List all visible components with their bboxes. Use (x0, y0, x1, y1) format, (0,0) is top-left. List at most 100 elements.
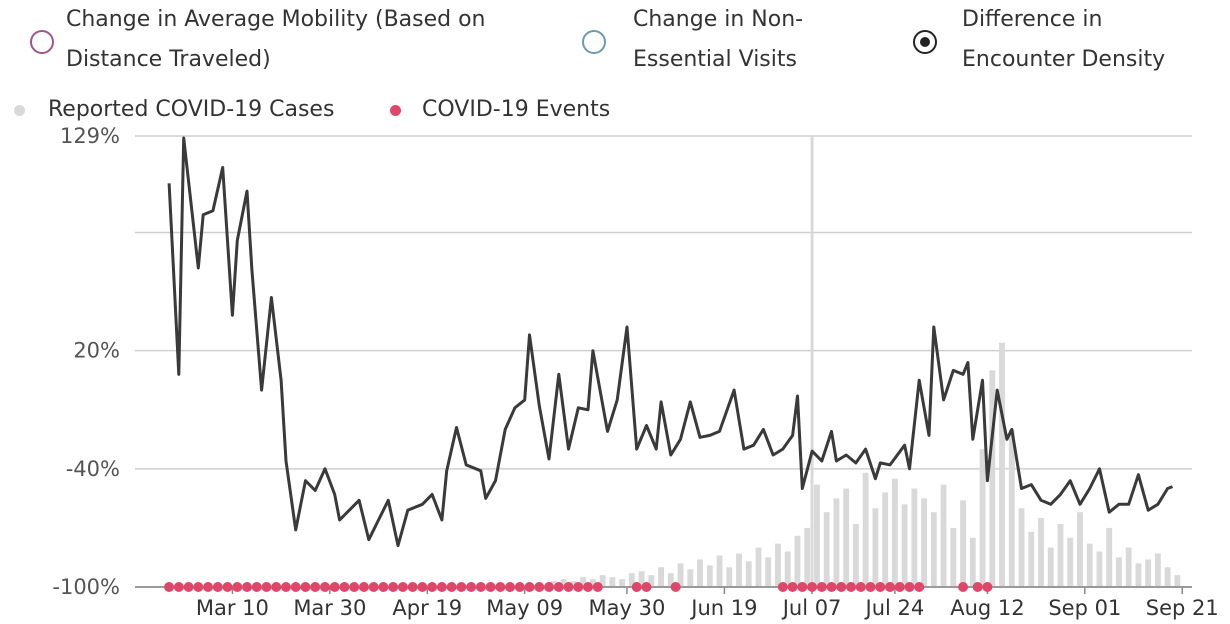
case-bar (823, 512, 830, 587)
event-dot (271, 582, 282, 592)
case-bar (745, 561, 752, 587)
event-dot (173, 582, 184, 592)
event-dot (339, 582, 350, 592)
case-bar (960, 500, 966, 587)
case-bar (1067, 537, 1074, 587)
case-bar (560, 579, 567, 587)
legend-label[interactable]: Change in Non-Essential Visits (633, 7, 804, 72)
event-dot (641, 582, 652, 592)
event-dot (787, 582, 798, 592)
legend-radio[interactable] (30, 30, 54, 54)
event-dot (885, 582, 895, 592)
event-dot (777, 582, 788, 592)
event-dot (456, 582, 467, 592)
legend-dot (390, 105, 401, 116)
event-dot (982, 582, 993, 592)
legend-label: Reported COVID-19 Cases (48, 97, 335, 122)
case-bar (1047, 547, 1054, 587)
event-dot (475, 582, 486, 592)
case-bar (1077, 512, 1083, 587)
case-bar (794, 535, 801, 587)
event-dot (368, 582, 379, 592)
event-dot (544, 582, 555, 592)
case-bar (862, 472, 869, 587)
case-bar (1096, 551, 1103, 587)
event-dot (466, 582, 477, 592)
x-tick-label: Sep 21 (1146, 596, 1219, 620)
case-bar (1008, 429, 1015, 587)
x-tick-label: Jul 07 (781, 596, 842, 620)
case-bar (1038, 518, 1044, 587)
event-dot (573, 582, 584, 592)
case-bar (901, 504, 908, 587)
y-tick-label: -100% (52, 575, 120, 599)
case-bar (677, 563, 684, 587)
case-bar (667, 573, 674, 587)
event-dot (378, 582, 389, 592)
case-bar (940, 484, 947, 587)
case-bar (1135, 563, 1142, 587)
case-bar (658, 567, 664, 587)
event-dot (553, 582, 564, 592)
case-bar (804, 527, 811, 587)
event-dot (914, 582, 925, 592)
event-dot (505, 582, 516, 592)
event-dot (495, 582, 506, 592)
event-dot (242, 582, 253, 592)
y-tick-label: 129% (60, 124, 120, 148)
case-bar (609, 577, 616, 587)
event-dot (261, 582, 272, 592)
case-bar (775, 543, 781, 587)
case-bar (599, 575, 606, 587)
case-bar (1086, 543, 1093, 587)
event-dot (183, 582, 194, 592)
event-dot (846, 582, 857, 592)
event-dot (417, 582, 428, 592)
y-tick-label: 20% (73, 339, 120, 363)
event-dot (563, 582, 574, 592)
event-dot (894, 582, 905, 592)
case-bar (736, 553, 742, 587)
event-dot (397, 582, 408, 592)
case-bar (726, 567, 733, 587)
case-bar (950, 527, 957, 587)
x-tick-label: Mar 30 (293, 596, 366, 620)
case-bar (589, 579, 596, 587)
x-tick-label: Jun 19 (689, 596, 757, 620)
case-bar (930, 512, 937, 587)
event-dot (222, 582, 233, 592)
x-tick-label: May 09 (486, 596, 563, 620)
event-dot (446, 582, 457, 592)
event-dot (816, 582, 827, 592)
case-bar (1057, 523, 1064, 587)
case-bar (833, 498, 840, 587)
event-dot (203, 582, 214, 592)
event-dot (631, 582, 642, 592)
event-dot (212, 582, 223, 592)
x-tick-label: Mar 10 (196, 596, 269, 620)
case-bar (687, 569, 694, 587)
legend-radio[interactable] (913, 30, 937, 54)
event-dot (290, 582, 301, 592)
event-dot (164, 582, 175, 592)
legend-label[interactable]: Difference in Encounter Density (962, 7, 1166, 72)
case-bar (969, 537, 976, 587)
case-bar (1145, 559, 1152, 587)
event-dot (388, 582, 399, 592)
y-tick-label: -40% (66, 457, 120, 481)
case-bar (1174, 575, 1181, 587)
event-dot (972, 582, 983, 592)
case-bar (911, 488, 918, 587)
case-bar (580, 577, 587, 587)
event-dot (281, 582, 291, 592)
event-dot (836, 582, 847, 592)
x-tick-label: May 30 (589, 596, 666, 620)
case-bar (852, 523, 859, 587)
event-dot (524, 582, 535, 592)
legend-radio[interactable] (582, 30, 606, 54)
legend-label[interactable]: Change in Average Mobility (Based on Dis… (66, 7, 486, 72)
legend-dot (14, 105, 25, 116)
event-dot (329, 582, 340, 592)
